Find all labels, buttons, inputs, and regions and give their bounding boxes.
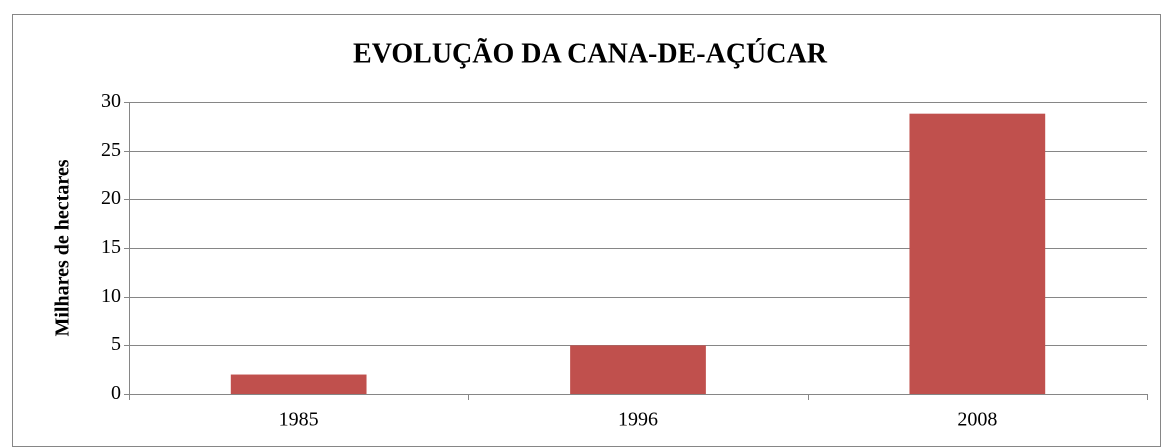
bar: [909, 113, 1046, 395]
x-tick-label: 1996: [618, 409, 658, 431]
x-tick-label: 1985: [279, 409, 319, 431]
x-tick-label: 2008: [957, 409, 997, 431]
y-tick-label: 5: [111, 333, 121, 355]
y-tick-label: 0: [111, 382, 121, 404]
y-tick-label: 10: [101, 285, 121, 307]
y-axis-label: Milhares de hectares: [52, 159, 74, 336]
y-tick-label: 20: [101, 187, 121, 209]
bar: [570, 345, 706, 394]
bar: [230, 374, 367, 394]
y-tick-label: 25: [101, 139, 121, 161]
y-tick-label: 15: [101, 236, 121, 258]
chart-title: EVOLUÇÃO DA CANA-DE-AÇÚCAR: [353, 38, 828, 69]
y-tick-label: 30: [101, 90, 121, 112]
